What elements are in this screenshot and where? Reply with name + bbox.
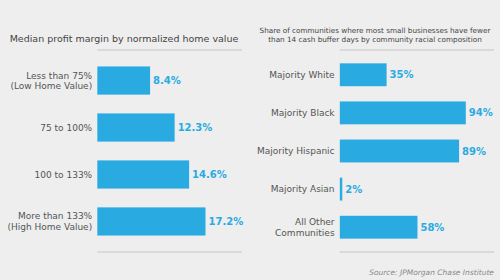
plot-border — [97, 50, 242, 51]
data-label: 94% — [469, 107, 493, 118]
text-line: Majority Hispanic — [257, 146, 335, 156]
bar — [97, 113, 174, 141]
plot-border — [97, 252, 242, 253]
text-line: Share of communities where most small bu… — [260, 26, 491, 35]
text-line: than 14 cash buffer days by community ra… — [268, 35, 482, 44]
bars — [340, 63, 466, 238]
tick-label: All OtherCommunities — [275, 217, 335, 237]
tick-label: 75 to 100% — [40, 123, 92, 133]
text-line: All Other — [295, 217, 335, 227]
data-label: 35% — [390, 69, 414, 80]
title: Share of communities where most small bu… — [260, 26, 491, 44]
data-label: 17.2% — [208, 216, 243, 227]
chart: Median profit margin by normalized home … — [0, 0, 500, 280]
text-line: Median profit margin by normalized home … — [10, 33, 239, 44]
data-label: 58% — [420, 222, 444, 233]
text-line: Less than 75% — [26, 71, 92, 81]
tick-label: Less than 75%(Low Home Value) — [10, 71, 92, 91]
text-line: 100 to 133% — [35, 170, 93, 180]
text-line: More than 133% — [18, 211, 93, 221]
text-line: Majority Asian — [271, 184, 335, 194]
panel: Share of communities where most small bu… — [257, 26, 494, 252]
plot-border — [340, 50, 494, 51]
tick-label: More than 133%(High Home Value) — [7, 211, 92, 231]
tick-label: 100 to 133% — [35, 170, 93, 180]
bar — [340, 140, 459, 163]
text-line: (Low Home Value) — [10, 81, 92, 91]
bar — [340, 178, 343, 201]
bar — [97, 160, 189, 188]
plot-border — [340, 252, 494, 253]
annotation: Source: JPMorgan Chase Institute — [369, 268, 494, 277]
bar — [340, 63, 387, 86]
bars — [97, 66, 205, 235]
tick-label: Majority Hispanic — [257, 146, 335, 156]
tick-label: Majority Black — [271, 108, 335, 118]
bar — [97, 66, 150, 94]
background — [0, 0, 500, 280]
tick-label: Majority Asian — [271, 184, 335, 194]
tick-label: Majority White — [269, 70, 335, 80]
data-label: 89% — [462, 146, 486, 157]
bar — [340, 101, 466, 124]
bar — [340, 216, 418, 239]
data-label: 14.6% — [192, 169, 227, 180]
data-label: 8.4% — [153, 75, 181, 86]
panel: Median profit margin by normalized home … — [7, 33, 243, 252]
title: Median profit margin by normalized home … — [10, 33, 239, 44]
bar — [97, 207, 205, 235]
data-label: 12.3% — [178, 122, 213, 133]
text-line: Majority White — [269, 70, 335, 80]
data-label: 2% — [345, 184, 362, 195]
text-line: Majority Black — [271, 108, 335, 118]
text-line: 75 to 100% — [40, 123, 92, 133]
text-line: (High Home Value) — [7, 222, 92, 232]
text-line: Communities — [275, 228, 335, 238]
